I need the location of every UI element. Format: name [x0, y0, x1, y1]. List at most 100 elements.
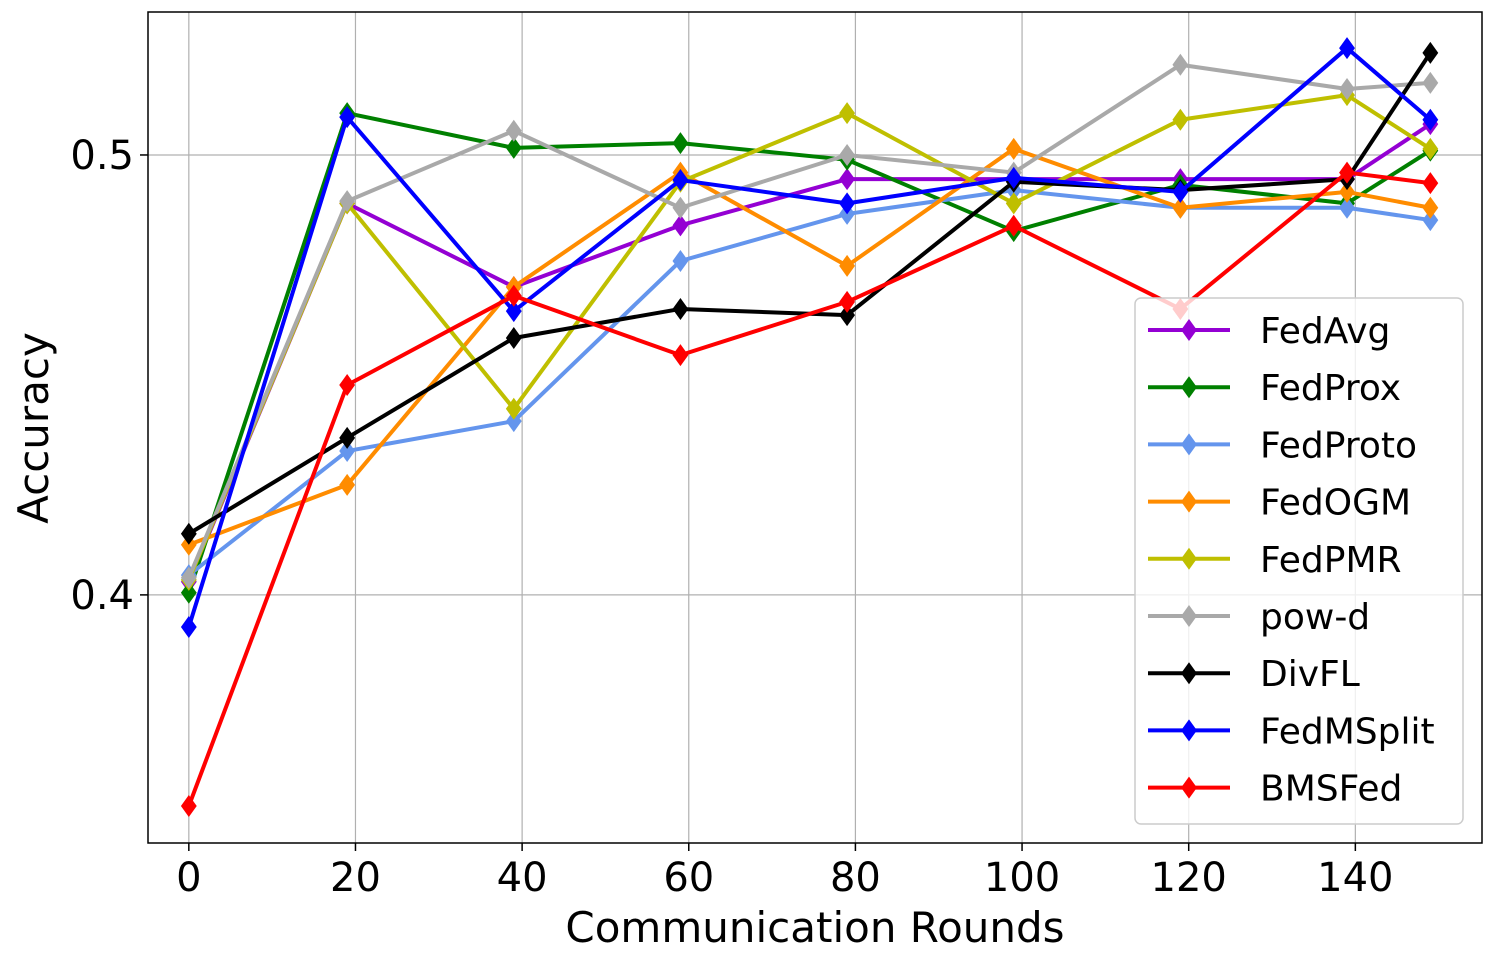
data-point — [505, 410, 522, 433]
legend-marker — [1181, 719, 1197, 742]
legend-item: BMSFed — [1148, 769, 1402, 810]
legend-marker — [1181, 662, 1197, 685]
data-point — [1422, 71, 1439, 94]
data-point — [839, 304, 855, 327]
data-point — [1422, 172, 1439, 195]
legend-item: FedProx — [1148, 368, 1401, 409]
data-point — [1172, 196, 1189, 219]
data-point — [505, 119, 522, 142]
data-point — [1005, 192, 1022, 215]
data-point — [180, 616, 197, 639]
x-tick-label: 20 — [330, 855, 381, 901]
legend-item: FedMSplit — [1148, 711, 1435, 752]
data-point — [672, 132, 689, 155]
data-point — [839, 143, 855, 166]
data-point — [672, 297, 689, 320]
legend-item: DivFL — [1148, 654, 1360, 695]
data-point — [839, 192, 855, 215]
data-point — [505, 136, 522, 159]
x-tick-label: 80 — [830, 855, 881, 901]
data-point — [672, 214, 689, 237]
data-point — [672, 169, 689, 192]
data-point — [1339, 196, 1355, 219]
data-point — [1172, 53, 1189, 76]
data-point — [839, 102, 855, 125]
legend-label: FedMSplit — [1260, 711, 1435, 752]
legend-item: FedAvg — [1148, 311, 1390, 352]
data-point — [1005, 166, 1022, 189]
data-point — [339, 106, 356, 129]
data-point — [505, 326, 522, 349]
data-point — [1422, 137, 1439, 160]
data-point — [839, 290, 855, 313]
data-point — [339, 374, 356, 397]
data-point — [180, 581, 197, 604]
data-point — [505, 397, 522, 420]
x-tick-label: 120 — [1151, 855, 1227, 901]
legend-marker — [1181, 547, 1197, 570]
legend-box — [1134, 297, 1464, 825]
x-axis-label: Communication Rounds — [565, 903, 1064, 952]
data-point — [1422, 209, 1439, 232]
legend-label: FedProx — [1260, 368, 1401, 409]
legend-label: BMSFed — [1260, 769, 1402, 810]
legend-marker — [1181, 605, 1197, 627]
legend-item: FedPMR — [1148, 540, 1402, 581]
data-point — [672, 344, 689, 367]
data-point — [180, 795, 197, 818]
series-pow-d — [180, 53, 1439, 589]
legend-marker — [1181, 776, 1197, 799]
data-point — [1422, 196, 1439, 219]
x-tick-label: 40 — [497, 855, 548, 901]
legend-label: FedProto — [1260, 425, 1417, 466]
x-tick-label: 60 — [663, 855, 714, 901]
series-group — [180, 37, 1439, 818]
data-point — [339, 473, 356, 496]
data-point — [505, 300, 522, 323]
plot-frame — [147, 11, 1483, 844]
legend-label: FedPMR — [1260, 540, 1402, 581]
x-tick-label: 140 — [1317, 855, 1393, 901]
y-axis-label: Accuracy — [9, 332, 58, 524]
data-point — [180, 522, 197, 545]
y-tick-label: 0.5 — [70, 133, 134, 179]
legend: FedAvg FedProx FedProto FedOGM FedPMR pow-d Di… — [1134, 297, 1464, 825]
data-point — [339, 440, 356, 463]
data-point — [1172, 180, 1189, 203]
data-point — [1339, 77, 1355, 100]
data-point — [339, 190, 356, 213]
data-point — [1172, 108, 1189, 131]
data-point — [1339, 37, 1355, 60]
data-point — [839, 168, 855, 191]
y-tick-label: 0.4 — [70, 573, 134, 619]
legend-label: pow-d — [1260, 597, 1370, 638]
legend-marker — [1181, 433, 1197, 456]
legend-marker — [1181, 490, 1197, 513]
data-point — [1005, 214, 1022, 237]
data-point — [1422, 108, 1439, 131]
data-point — [839, 254, 855, 277]
data-point — [339, 426, 356, 449]
data-point — [1005, 137, 1022, 160]
data-point — [505, 284, 522, 307]
series-FedMSplit — [180, 37, 1439, 639]
legend-item: FedProto — [1148, 425, 1417, 466]
legend-item: FedOGM — [1148, 483, 1411, 524]
data-point — [1339, 180, 1355, 203]
legend-item: pow-d — [1148, 597, 1370, 638]
data-point — [672, 196, 689, 219]
data-point — [1422, 41, 1439, 64]
data-point — [180, 566, 197, 589]
legend-marker — [1181, 319, 1197, 341]
x-tick-label: 0 — [176, 855, 201, 901]
legend-label: FedOGM — [1260, 483, 1411, 524]
legend-label: FedAvg — [1260, 311, 1390, 352]
legend-marker — [1181, 376, 1197, 399]
y-ticks: 0.4 0.5 — [70, 133, 148, 619]
x-ticks: 0 20 40 60 80 100 120 140 — [176, 843, 1394, 901]
legend-label: DivFL — [1260, 654, 1360, 695]
data-point — [672, 249, 689, 272]
data-point — [1339, 161, 1355, 184]
x-tick-label: 100 — [984, 855, 1060, 901]
